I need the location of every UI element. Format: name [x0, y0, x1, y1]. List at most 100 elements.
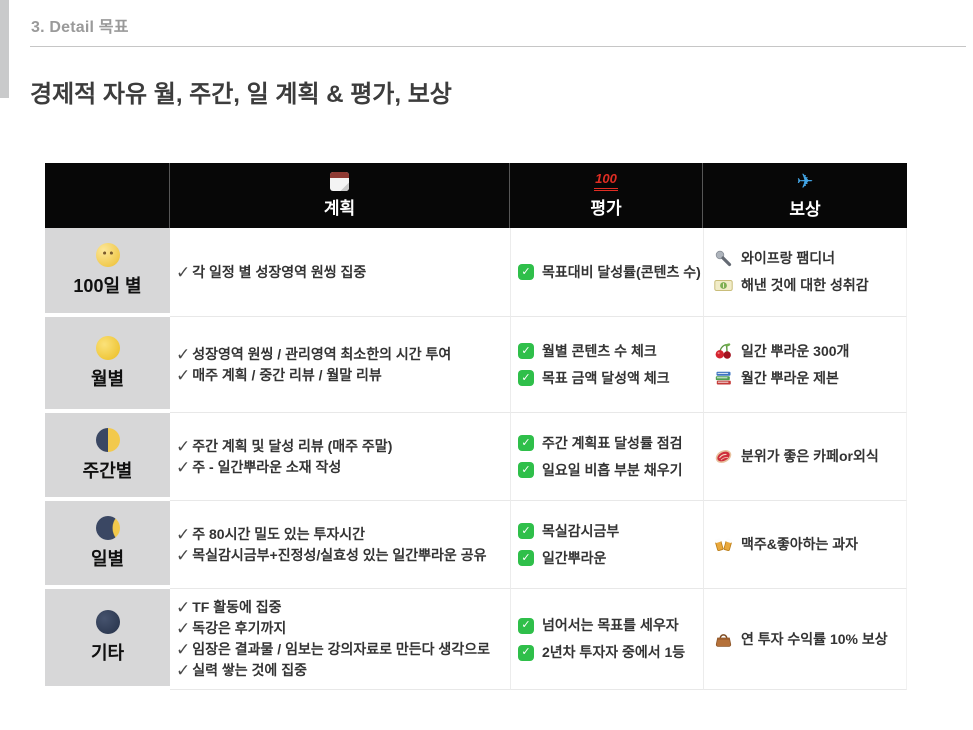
reward-item: 연 투자 수익률 10% 보상 [714, 630, 906, 649]
reward-item: 일간 뿌라운 300개 [714, 342, 906, 361]
column-label: 보상 [789, 199, 821, 219]
eval-item: 월별 콘텐츠 수 체크 [518, 342, 703, 361]
checkmark-icon [176, 619, 190, 638]
header-cell-reward: ✈ 보상 [703, 163, 907, 228]
plan-text: 주 - 일간뿌라운 소재 작성 [192, 458, 342, 475]
check-box-icon [518, 435, 534, 451]
row-head-daily: 일별 [45, 501, 170, 589]
eval-text: 일간뿌라운 [542, 549, 607, 566]
row-head-100days: 100일 별 [45, 228, 170, 317]
plan-item: TF 활동에 집중 [176, 598, 510, 617]
row-head-monthly: 월별 [45, 317, 170, 413]
reward-item: 월간 뿌라운 제본 [714, 369, 906, 388]
checkmark-icon [176, 661, 190, 680]
eval-item: 목실감시금부 [518, 522, 703, 541]
header-cell-plan: 계획 [170, 163, 510, 228]
check-box-icon [518, 264, 534, 280]
plan-item: 실력 쌓는 것에 집중 [176, 661, 510, 680]
row-label: 기타 [90, 643, 125, 663]
checkmark-icon [176, 458, 190, 477]
eval-item: 주간 계획표 달성률 점검 [518, 434, 703, 453]
reward-item: 와이프랑 팸디너 [714, 249, 906, 268]
plan-text: 매주 계획 / 중간 리뷰 / 월말 리뷰 [192, 366, 382, 383]
eval-text: 일요일 비흡 부분 채우기 [542, 461, 683, 478]
checkmark-icon [176, 437, 190, 456]
reward-item: 해낸 것에 대한 성취감 [714, 276, 906, 295]
plan-text: 독강은 후기까지 [192, 620, 287, 636]
eval-item: 일간뿌라운 [518, 549, 703, 568]
eval-item: 목표대비 달성률(콘텐츠 수) [518, 263, 703, 282]
eval-item: 목표 금액 달성액 체크 [518, 369, 703, 388]
eval-text: 넘어서는 목표를 세우자 [542, 617, 679, 633]
plan-item: 성장영역 원씽 / 관리영역 최소한의 시간 투여 [176, 345, 510, 364]
eval-text: 목표 금액 달성액 체크 [542, 369, 670, 386]
header-cell-empty [45, 163, 170, 228]
checkmark-icon [176, 345, 190, 364]
beer-mugs-icon [714, 535, 733, 554]
checkmark-icon [176, 525, 190, 544]
column-label: 평가 [590, 198, 622, 218]
row-label: 월별 [90, 368, 125, 389]
column-label: 계획 [323, 199, 356, 218]
plan-text: 임장은 결과물 / 임보는 강의자료로 만든다 생각으로 [192, 641, 490, 657]
plan-text: TF 활동에 집중 [192, 599, 282, 615]
reward-text: 분위가 좋은 카페or외식 [741, 448, 879, 464]
eval-cell-daily: 목실감시금부 일간뿌라운 [510, 501, 703, 589]
row-label: 일별 [90, 548, 125, 569]
cherries-icon [714, 342, 733, 361]
reward-text: 맥주&좋아하는 과자 [741, 536, 859, 552]
reward-text: 연 투자 수익률 10% 보상 [741, 630, 888, 647]
row-label: 주간별 [82, 460, 133, 481]
half-moon-icon [95, 427, 120, 452]
hundred-points-icon: 100 [594, 172, 618, 191]
eval-text: 월별 콘텐츠 수 체크 [542, 342, 657, 359]
checkmark-icon [176, 366, 190, 385]
plan-cell-100days: 각 일정 별 성장영역 원씽 집중 [170, 228, 510, 317]
checkmark-icon [176, 546, 190, 565]
plan-cell-weekly: 주간 계획 및 달성 리뷰 (매주 주말) 주 - 일간뿌라운 소재 작성 [170, 413, 510, 501]
plan-cell-etc: TF 활동에 집중 독강은 후기까지 임장은 결과물 / 임보는 강의자료로 만… [170, 589, 510, 690]
plan-item: 각 일정 별 성장영역 원씽 집중 [176, 263, 510, 282]
plan-text: 주간 계획 및 달성 리뷰 (매주 주말) [192, 437, 393, 454]
plan-item: 주 - 일간뿌라운 소재 작성 [176, 458, 510, 477]
plan-text: 성장영역 원씽 / 관리영역 최소한의 시간 투여 [192, 345, 452, 362]
check-box-icon [518, 617, 534, 634]
plan-item: 매주 계획 / 중간 리뷰 / 월말 리뷰 [176, 366, 510, 385]
calendar-icon [330, 172, 349, 191]
page-title: 경제적 자유 월, 주간, 일 계획 & 평가, 보상 [30, 81, 452, 109]
reward-cell-weekly: 분위가 좋은 카페or외식 [703, 413, 907, 501]
check-box-icon [518, 550, 534, 566]
eval-cell-monthly: 월별 콘텐츠 수 체크 목표 금액 달성액 체크 [510, 317, 703, 413]
eval-item: 2년차 투자자 중에서 1등 [518, 643, 703, 662]
row-head-weekly: 주간별 [45, 413, 170, 501]
eval-cell-etc: 넘어서는 목표를 세우자 2년차 투자자 중에서 1등 [510, 589, 703, 690]
reward-text: 해낸 것에 대한 성취감 [741, 277, 869, 293]
plan-item: 주간 계획 및 달성 리뷰 (매주 주말) [176, 437, 510, 456]
microphone-icon [714, 249, 733, 268]
check-box-icon [518, 462, 534, 478]
eval-text: 목실감시금부 [542, 522, 620, 539]
goal-table: 계획 100 평가 ✈ 보상 100일 별 각 일정 별 성장영역 원씽 집중 … [45, 163, 907, 690]
eval-item: 일요일 비흡 부분 채우기 [518, 461, 703, 480]
header-cell-eval: 100 평가 [510, 163, 703, 228]
reward-text: 일간 뿌라운 300개 [741, 342, 850, 359]
eval-cell-100days: 목표대비 달성률(콘텐츠 수) [510, 228, 703, 317]
reward-item: 분위가 좋은 카페or외식 [714, 447, 906, 466]
plan-item: 임장은 결과물 / 임보는 강의자료로 만든다 생각으로 [176, 640, 510, 659]
plan-text: 목실감시금부+진정성/실효성 있는 일간뿌라운 공유 [192, 546, 487, 563]
section-kicker: 3. Detail 목표 [31, 19, 129, 36]
reward-item: 맥주&좋아하는 과자 [714, 535, 906, 554]
reward-text: 월간 뿌라운 제본 [741, 369, 839, 386]
checkmark-icon [176, 598, 190, 617]
plan-text: 각 일정 별 성장영역 원씽 집중 [192, 263, 367, 280]
plan-cell-daily: 주 80시간 밀도 있는 투자시간 목실감시금부+진정성/실효성 있는 일간뿌라… [170, 501, 510, 589]
meat-icon [714, 447, 733, 466]
reward-cell-daily: 맥주&좋아하는 과자 [703, 501, 907, 589]
plan-text: 실력 쌓는 것에 집중 [192, 662, 307, 678]
airplane-icon: ✈ [796, 170, 814, 193]
full-moon-face-icon [95, 243, 120, 267]
reward-cell-monthly: 일간 뿌라운 300개 월간 뿌라운 제본 [703, 317, 907, 413]
reward-text: 와이프랑 팸디너 [741, 250, 836, 266]
reward-cell-100days: 와이프랑 팸디너 해낸 것에 대한 성취감 [703, 228, 907, 317]
left-accent-bar [0, 0, 9, 98]
